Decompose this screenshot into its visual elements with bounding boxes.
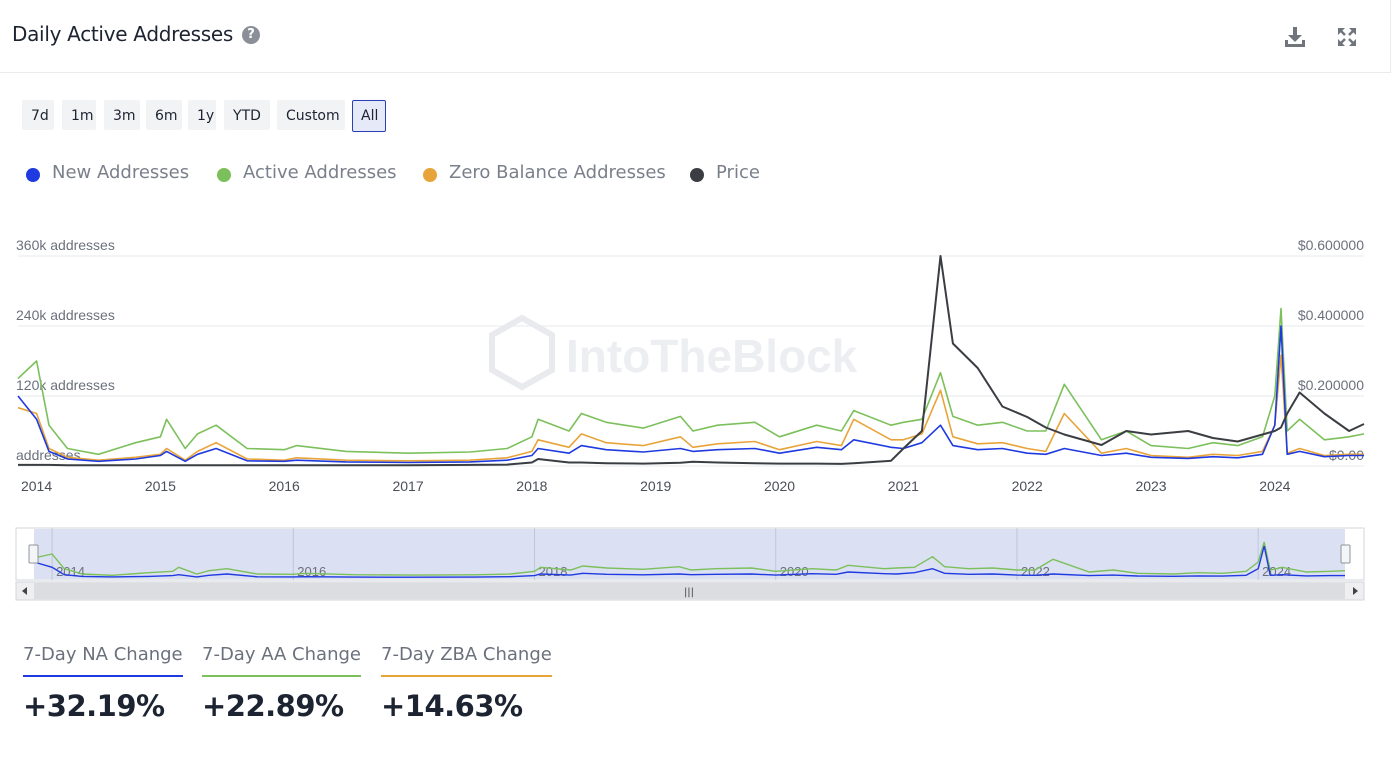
scroll-right-arrow-icon [1353, 587, 1358, 595]
stat-aa-change: 7-Day AA Change +22.89% [202, 644, 361, 723]
navigator-selection [34, 529, 1345, 579]
watermark-text: IntoTheBlock [566, 330, 858, 382]
line-chart: IntoTheBlock 360k addresses 240k addresses… [15, 237, 1365, 601]
legend-price[interactable]: Price [690, 160, 770, 188]
legend-label: New Addresses [52, 162, 190, 183]
legend-label: Price [716, 162, 760, 183]
legend-zero-balance-addresses[interactable]: Zero Balance Addresses [423, 160, 668, 188]
navigator-line-active-addresses [33, 541, 1346, 577]
card-header: Daily Active Addresses ? [0, 0, 1391, 73]
legend-label: Zero Balance Addresses [449, 162, 666, 183]
series-line-price [18, 255, 1365, 467]
x-axis-label: 2016 [269, 478, 300, 494]
x-axis-label: 2020 [764, 478, 795, 494]
stat-underline [202, 675, 361, 677]
x-axis-label: 2022 [1012, 478, 1043, 494]
navigator-x-label: 2022 [1021, 564, 1050, 579]
x-axis-label: 2021 [888, 478, 919, 494]
scroll-left-arrow-icon [22, 587, 27, 595]
series-line-new-addresses [17, 325, 1364, 464]
scrollbar-thumb [34, 583, 1345, 599]
stat-label: 7-Day ZBA Change [381, 644, 552, 665]
stat-na-change: 7-Day NA Change +32.19% [23, 644, 183, 723]
stat-zba-change: 7-Day ZBA Change +14.63% [381, 644, 552, 723]
navigator-line-new-addresses [33, 545, 1345, 578]
stat-label: 7-Day AA Change [202, 644, 361, 665]
y-axis-right-label: $0.600000 [1298, 237, 1364, 253]
download-button[interactable] [1282, 24, 1308, 50]
range-custom-button[interactable]: Custom [277, 100, 345, 130]
expand-icon [1338, 28, 1356, 46]
navigator-left-handle [28, 544, 39, 564]
navigator-x-label: 2024 [1262, 564, 1291, 579]
legend-dot [217, 168, 231, 182]
download-icon [1285, 27, 1305, 47]
legend-label: Active Addresses [243, 162, 397, 183]
x-axis-label: 2014 [21, 478, 52, 494]
x-axis-label: 2024 [1259, 478, 1290, 494]
y-axis-right-label: $0.400000 [1298, 307, 1364, 323]
legend-dot [26, 168, 40, 182]
series-line-active-addresses [17, 307, 1365, 456]
range-3m-button[interactable]: 3m [104, 100, 140, 130]
range-ytd-button[interactable]: YTD [224, 100, 270, 130]
x-axis-label: 2018 [516, 478, 547, 494]
expand-button[interactable] [1334, 24, 1360, 50]
range-all-button[interactable]: All [352, 100, 386, 132]
scroll-grip-icon: ||| [684, 587, 694, 598]
stat-value: +14.63% [381, 689, 523, 723]
range-7d-button[interactable]: 7d [22, 100, 54, 130]
stat-value: +32.19% [23, 689, 165, 723]
legend-new-addresses[interactable]: New Addresses [26, 160, 196, 188]
x-axis-label: 2015 [145, 478, 176, 494]
y-axis-right-label: $0.200000 [1298, 377, 1364, 393]
watermark-logo [489, 314, 555, 391]
legend-dot [423, 168, 437, 182]
range-1m-button[interactable]: 1m [62, 100, 96, 130]
y-axis-left-label: addresses [16, 447, 81, 463]
y-axis-left-label: 240k addresses [16, 307, 115, 323]
stat-underline [381, 675, 552, 677]
navigator-x-label: 2016 [297, 564, 326, 579]
stat-underline [23, 675, 183, 677]
navigator-x-label: 2020 [780, 564, 809, 579]
series-line-zero-balance-addresses [17, 354, 1364, 462]
legend-active-addresses[interactable]: Active Addresses [217, 160, 402, 188]
x-axis-label: 2023 [1135, 478, 1166, 494]
stat-label: 7-Day NA Change [23, 644, 183, 665]
legend-dot [690, 168, 704, 182]
range-1y-button[interactable]: 1y [188, 100, 216, 130]
question-circle-icon[interactable]: ? [242, 26, 260, 44]
y-axis-left-label: 120k addresses [16, 377, 115, 393]
x-axis-label: 2019 [640, 478, 671, 494]
stat-value: +22.89% [202, 689, 344, 723]
page-title: Daily Active Addresses [12, 22, 233, 46]
navigator-right-handle [1340, 544, 1351, 564]
x-axis-label: 2017 [392, 478, 423, 494]
navigator-x-label: 2018 [539, 564, 568, 579]
y-axis-left-label: 360k addresses [16, 237, 115, 253]
intotheblock-watermark: IntoTheBlock [489, 314, 858, 391]
range-6m-button[interactable]: 6m [146, 100, 182, 130]
